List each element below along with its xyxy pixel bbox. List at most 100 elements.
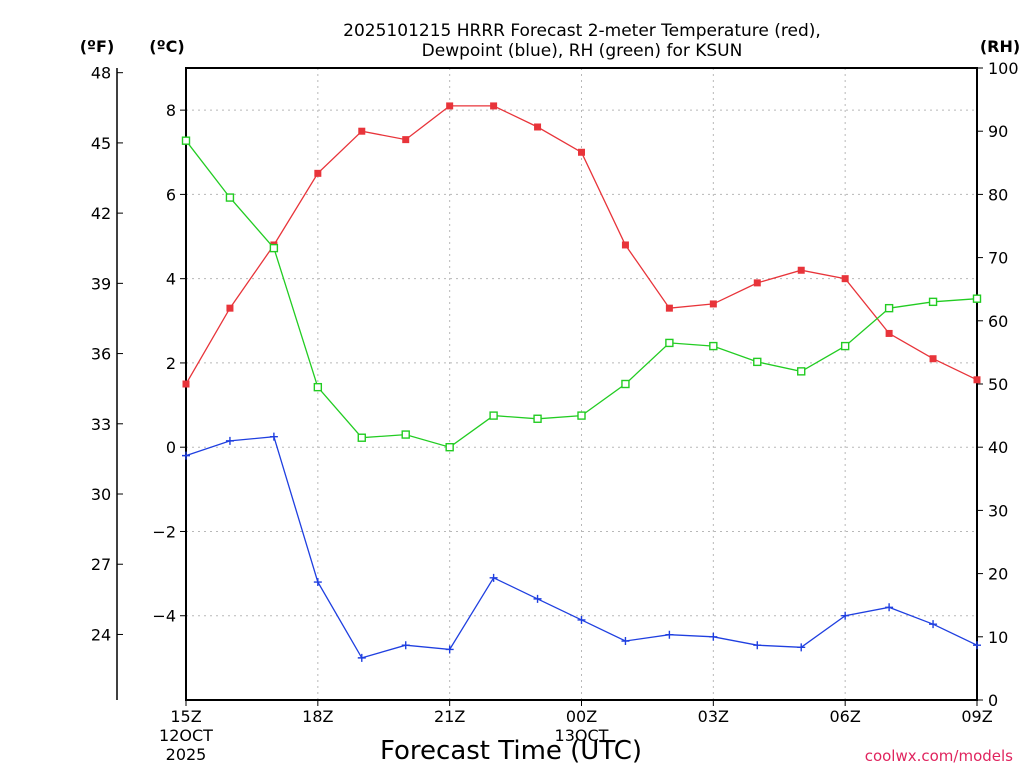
dewpoint-point bbox=[225, 436, 234, 445]
fahrenheit-tick-label: 39 bbox=[91, 274, 111, 293]
fahrenheit-tick-label: 30 bbox=[91, 485, 111, 504]
dewpoint-point bbox=[973, 641, 981, 650]
2-meter-temperature-point bbox=[973, 376, 981, 384]
chart-title-line2: Dewpoint (blue), RH (green) for KSUN bbox=[422, 41, 743, 61]
rh-line bbox=[185, 140, 978, 448]
x-tick-label: 15Z bbox=[170, 707, 201, 726]
2-meter-temperature-point bbox=[578, 148, 585, 156]
dewpoint-point bbox=[753, 641, 762, 650]
rh-tick-label: 10 bbox=[988, 628, 1008, 647]
celsius-tick-label: −2 bbox=[152, 522, 176, 541]
2-meter-temperature-point bbox=[621, 241, 629, 249]
rh-point bbox=[225, 193, 235, 202]
rh-point bbox=[709, 341, 718, 351]
celsius-unit-label: (ºC) bbox=[149, 37, 184, 56]
2-meter-temperature-point bbox=[182, 380, 190, 388]
x-tick-date-label: 13OCT bbox=[555, 726, 609, 745]
dewpoint-point bbox=[621, 637, 630, 646]
2-meter-temperature-point bbox=[753, 279, 761, 287]
2-meter-temperature-point bbox=[446, 102, 454, 110]
2-meter-temperature-point bbox=[534, 123, 542, 131]
2-meter-temperature-point bbox=[841, 275, 849, 283]
2-meter-temperature-point bbox=[358, 127, 366, 135]
rh-point bbox=[928, 297, 938, 307]
rh-point bbox=[489, 411, 498, 420]
rh-tick-label: 60 bbox=[988, 312, 1008, 331]
rh-point bbox=[181, 136, 191, 145]
fahrenheit-tick-label: 27 bbox=[91, 555, 111, 574]
dewpoint-point bbox=[797, 643, 806, 652]
2-meter-temperature-point bbox=[402, 136, 410, 144]
rh-point bbox=[357, 433, 366, 442]
fahrenheit-tick-label: 42 bbox=[91, 204, 111, 223]
rh-point bbox=[577, 411, 586, 420]
dewpoint-point bbox=[929, 620, 938, 629]
x-tick-label: 03Z bbox=[698, 707, 729, 726]
dewpoint-point bbox=[445, 645, 454, 654]
rh-tick-label: 70 bbox=[988, 249, 1008, 268]
fahrenheit-tick-label: 48 bbox=[91, 64, 111, 83]
x-tick-label: 21Z bbox=[434, 707, 465, 726]
dewpoint-point bbox=[357, 653, 366, 662]
rh-point bbox=[533, 414, 542, 423]
rh-point bbox=[840, 341, 850, 351]
series-group bbox=[181, 102, 982, 662]
dewpoint-point bbox=[577, 615, 586, 624]
x-tick-label: 18Z bbox=[302, 707, 333, 726]
chart-title-line1: 2025101215 HRRR Forecast 2-meter Tempera… bbox=[343, 21, 821, 41]
2-meter-temperature-point bbox=[226, 304, 234, 312]
dewpoint-point bbox=[401, 641, 410, 650]
celsius-tick-label: 8 bbox=[166, 101, 176, 120]
celsius-tick-label: −4 bbox=[152, 607, 176, 626]
dewpoint-line bbox=[185, 436, 978, 659]
2-meter-temperature-point bbox=[314, 169, 322, 177]
x-tick-year-label: 2025 bbox=[166, 745, 207, 764]
dewpoint-point bbox=[269, 432, 278, 441]
x-axis-label: Forecast Time (UTC) bbox=[380, 736, 642, 766]
rh-tick-label: 100 bbox=[988, 59, 1019, 78]
gridlines bbox=[186, 68, 977, 700]
fahrenheit-tick-label: 24 bbox=[91, 625, 111, 644]
x-tick-date-label: 12OCT bbox=[159, 726, 213, 745]
dewpoint-point bbox=[841, 611, 850, 620]
2-meter-temperature-point bbox=[797, 266, 805, 274]
rh-point bbox=[884, 303, 894, 313]
dewpoint-point bbox=[533, 594, 542, 603]
rh-point bbox=[401, 430, 410, 439]
fahrenheit-tick-label: 33 bbox=[91, 415, 111, 434]
rh-tick-label: 30 bbox=[988, 501, 1008, 520]
rh-tick-label: 40 bbox=[988, 438, 1008, 457]
celsius-tick-label: 4 bbox=[166, 270, 176, 289]
2-meter-temperature-point bbox=[490, 102, 498, 110]
celsius-tick-label: 6 bbox=[166, 185, 176, 204]
credit-text: coolwx.com/models bbox=[865, 747, 1013, 765]
dewpoint-point bbox=[665, 630, 674, 639]
dewpoint-point bbox=[489, 573, 498, 582]
2-meter-temperature-point bbox=[709, 300, 717, 308]
dewpoint-point bbox=[709, 632, 718, 641]
fahrenheit-unit-label: (ºF) bbox=[80, 37, 115, 56]
2-meter-temperature-point bbox=[929, 355, 937, 363]
x-tick-label: 09Z bbox=[961, 707, 992, 726]
dewpoint-point bbox=[182, 451, 190, 460]
rh-unit-label: (RH) bbox=[980, 37, 1020, 56]
celsius-tick-label: 0 bbox=[166, 438, 176, 457]
rh-tick-label: 20 bbox=[988, 565, 1008, 584]
x-tick-label: 00Z bbox=[566, 707, 597, 726]
rh-point bbox=[313, 382, 323, 392]
rh-point bbox=[269, 243, 279, 253]
rh-point bbox=[621, 379, 630, 389]
fahrenheit-tick-label: 45 bbox=[91, 134, 111, 153]
rh-point bbox=[445, 443, 454, 452]
rh-tick-label: 50 bbox=[988, 375, 1008, 394]
dewpoint-point bbox=[885, 603, 894, 612]
2-meter-temperature-point bbox=[665, 304, 673, 312]
rh-point bbox=[665, 338, 674, 348]
rh-tick-label: 90 bbox=[988, 122, 1008, 141]
dewpoint-point bbox=[313, 578, 322, 587]
celsius-tick-label: 2 bbox=[166, 354, 176, 373]
2-meter-temperature-point bbox=[885, 329, 893, 337]
plot-frame bbox=[185, 67, 978, 701]
rh-point bbox=[797, 367, 806, 376]
